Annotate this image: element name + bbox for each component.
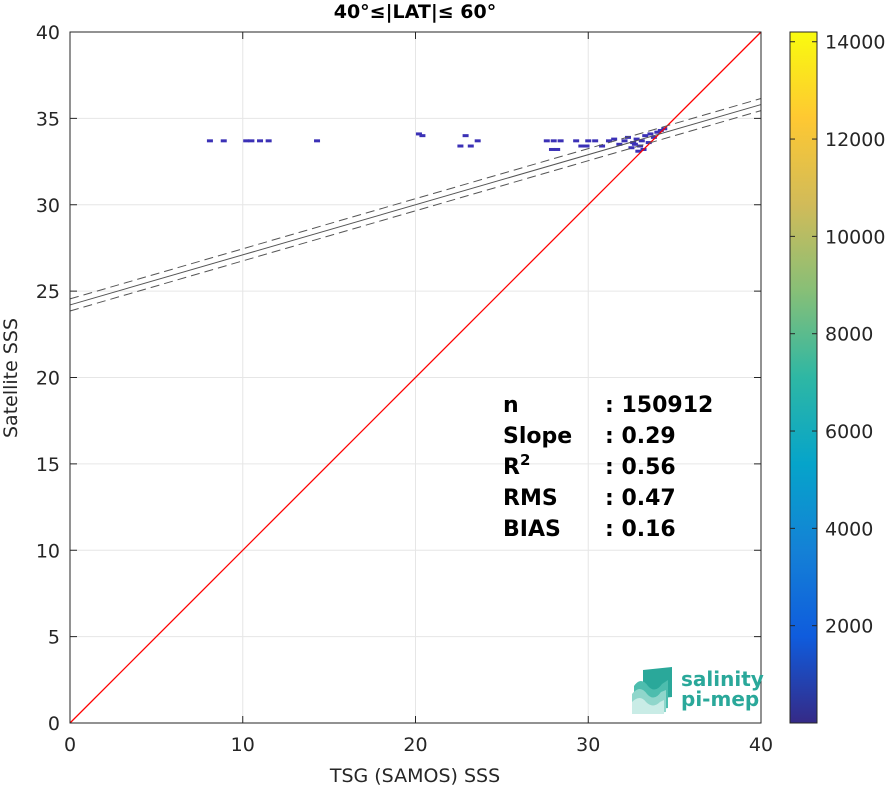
- data-point: [548, 147, 555, 151]
- data-point: [599, 144, 606, 148]
- data-point: [467, 144, 474, 148]
- data-point: [554, 147, 561, 151]
- stat-label: Slope: [503, 424, 572, 449]
- data-point: [457, 144, 464, 148]
- stat-value: : 150912: [605, 393, 713, 418]
- data-point: [616, 142, 623, 146]
- data-point: [419, 134, 426, 138]
- confidence-lower-line: [69, 110, 762, 312]
- data-point: [650, 135, 657, 139]
- y-axis-label: Satellite SSS: [0, 318, 22, 438]
- data-point: [628, 146, 635, 150]
- data-point: [543, 139, 550, 143]
- regression-line: [69, 104, 762, 306]
- y-tick-label: 35: [36, 108, 60, 130]
- stat-value: : 0.56: [605, 455, 676, 480]
- data-point: [635, 149, 642, 153]
- data-point: [631, 142, 638, 146]
- x-tick-label: 0: [64, 734, 76, 756]
- x-tick-label: 10: [231, 734, 255, 756]
- data-point: [248, 139, 255, 143]
- stat-label: n: [503, 393, 519, 418]
- colorbar-tick-label: 6000: [825, 421, 873, 443]
- y-tick-label: 5: [48, 627, 60, 649]
- x-tick-label: 30: [576, 734, 600, 756]
- data-point: [550, 139, 557, 143]
- y-tick-label: 10: [36, 540, 60, 562]
- data-point: [605, 139, 612, 143]
- density-points: [206, 127, 668, 153]
- confidence-upper-line: [69, 98, 762, 300]
- data-point: [638, 139, 645, 143]
- fit-lines: [69, 31, 762, 724]
- data-point: [573, 139, 580, 143]
- data-point: [557, 139, 564, 143]
- colorbar-tick-label: 4000: [825, 518, 873, 540]
- stat-value: : 0.29: [605, 424, 676, 449]
- data-point: [265, 139, 272, 143]
- colorbar-tick-label: 14000: [825, 32, 885, 54]
- stat-value: : 0.16: [605, 517, 676, 542]
- y-tick-label: 40: [36, 22, 60, 44]
- y-tick-label: 20: [36, 368, 60, 390]
- data-point: [474, 139, 481, 143]
- colorbar-tick-label: 12000: [825, 129, 885, 151]
- salinity-pi-mep-logo: salinity pi-mep: [632, 667, 764, 714]
- data-point: [314, 139, 321, 143]
- one-to-one-line: [69, 31, 762, 724]
- data-point: [654, 130, 661, 134]
- data-point: [220, 139, 227, 143]
- data-point: [645, 141, 652, 145]
- colorbar-ticks: 2000 4000 6000 8000 10000 12000 14000: [790, 32, 885, 638]
- data-point: [647, 132, 654, 136]
- y-tick-label: 25: [36, 281, 60, 303]
- stat-label: RMS: [503, 486, 558, 511]
- data-point: [257, 139, 264, 143]
- data-point: [630, 141, 637, 145]
- stat-value: : 0.47: [605, 486, 676, 511]
- colorbar-tick-label: 8000: [825, 324, 873, 346]
- y-axis: 0 5 10 15 20 25 30 35 40: [36, 22, 761, 735]
- data-point: [633, 137, 640, 141]
- data-point: [415, 132, 422, 136]
- data-point: [583, 144, 590, 148]
- data-point: [657, 128, 664, 132]
- y-tick-label: 15: [36, 454, 60, 476]
- data-point: [585, 139, 592, 143]
- x-axis-label: TSG (SAMOS) SSS: [329, 765, 500, 787]
- data-point: [243, 139, 250, 143]
- wave-logo-icon: [632, 667, 672, 714]
- y-tick-label: 0: [48, 713, 60, 735]
- data-point: [206, 139, 213, 143]
- data-point: [578, 144, 585, 148]
- y-tick-label: 30: [36, 195, 60, 217]
- chart-title: 40°≤|LAT|≤ 60°: [334, 1, 497, 23]
- logo-text-salinity: salinity: [681, 667, 764, 691]
- data-point: [621, 139, 628, 143]
- logo-text-pi-mep: pi-mep: [681, 687, 759, 711]
- colorbar-tick-label: 2000: [825, 616, 873, 638]
- x-tick-label: 40: [749, 734, 773, 756]
- data-point: [611, 137, 618, 141]
- data-point: [462, 134, 469, 138]
- stat-label: BIAS: [503, 517, 561, 542]
- data-point: [642, 134, 649, 138]
- colorbar-tick-label: 10000: [825, 226, 885, 248]
- x-tick-label: 20: [403, 734, 427, 756]
- data-point: [592, 139, 599, 143]
- colorbar: [789, 31, 818, 724]
- x-axis: 0 10 20 30 40: [64, 32, 773, 756]
